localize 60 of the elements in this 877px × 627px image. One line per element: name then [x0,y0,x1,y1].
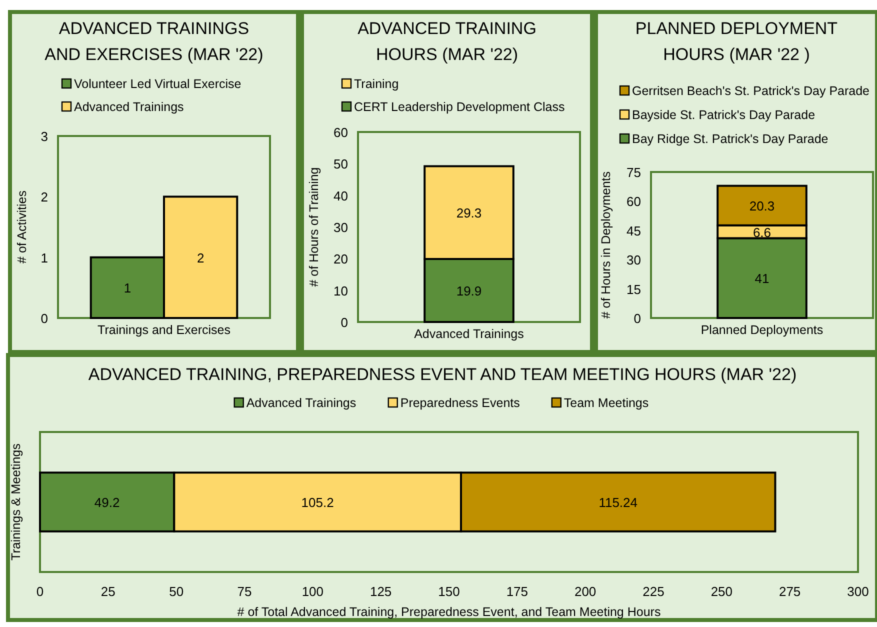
data-label: 20.3 [749,198,775,214]
y-tick-label: 15 [626,282,641,297]
y-tick-label: 0 [40,311,48,326]
data-label: 115.24 [598,495,638,510]
y-tick-label: 3 [40,129,48,144]
data-label: 2 [196,250,204,266]
legend-label: Advanced Trainings [246,396,356,410]
x-tick-label: 200 [574,584,596,599]
x-tick-label: 50 [169,584,184,599]
y-tick-label: 10 [334,283,348,298]
y-axis-title: # of Hours of Training [307,167,321,287]
y-tick-label: 60 [626,194,641,210]
chart-title: ADVANCED TRAINING, PREPAREDNESS EVENT AND TEAM MEETING HOURS (MAR '22) [88,365,797,384]
x-tick-label: Advanced Trainings [414,327,524,341]
x-tick-label: Trainings and Exercises [98,323,230,337]
x-tick-label: 150 [438,584,460,599]
legend-label: CERT Leadership Development Class [354,100,565,114]
data-label: 6.6 [752,224,772,240]
legend-label: Training [354,77,399,91]
data-label: 19.9 [456,283,482,298]
y-tick-label: 0 [634,311,641,326]
x-axis-title: # of Total Advanced Training, Preparedness Event, and Team Meeting Hours [237,605,661,619]
y-tick-label: 20 [334,252,348,267]
y-tick-label: 40 [334,188,348,204]
x-tick-label: Planned Deployments [700,323,824,337]
data-label: 1 [124,280,132,296]
chart-title: ADVANCED TRAININGS AND EXERCISES (MAR '22) [44,19,264,64]
legend-label: Bayside St. Patrick's Day Parade [632,108,816,122]
y-tick-label: 1 [40,250,48,266]
chart-title: ADVANCED TRAINING HOURS (MAR '22) [358,19,536,64]
x-tick-label: 175 [506,584,528,599]
y-tick-label: 50 [334,156,348,172]
x-tick-label: 75 [237,584,252,599]
data-label: 49.2 [94,495,120,510]
legend-label: Gerritsen Beach's St. Patrick's Day Parade [632,84,870,98]
x-tick-label: 275 [778,584,801,599]
legend-label: Preparedness Events [400,396,520,410]
y-axis-title: Trainings & Meetings [9,444,23,560]
x-tick-label: 225 [642,584,664,599]
y-tick-label: 75 [626,165,641,180]
x-tick-label: 125 [370,584,392,599]
chart-title: PLANNED DEPLOYMENT HOURS (MAR '22 ) [635,19,838,64]
x-tick-label: 250 [710,584,733,599]
y-tick-label: 30 [626,252,641,268]
y-axis-title: # of Hours in Deployments [599,171,613,319]
x-tick-label: 100 [302,584,324,599]
legend-label: Volunteer Led Virtual Exercise [74,77,242,91]
legend-label: Advanced Trainings [74,100,184,114]
x-tick-label: 300 [847,584,869,599]
y-tick-label: 45 [626,223,641,238]
y-tick-label: 2 [40,190,48,205]
data-label: 105.2 [301,495,334,510]
y-axis-title: # of Activities [15,190,29,264]
y-tick-label: 60 [334,125,348,140]
x-tick-label: 25 [100,584,116,599]
legend-label: Bay Ridge St. Patrick's Day Parade [632,132,828,146]
data-label: 29.3 [456,206,482,221]
y-tick-label: 30 [334,220,348,235]
data-label: 41 [754,271,770,286]
legend-label: Team Meetings [564,396,649,410]
